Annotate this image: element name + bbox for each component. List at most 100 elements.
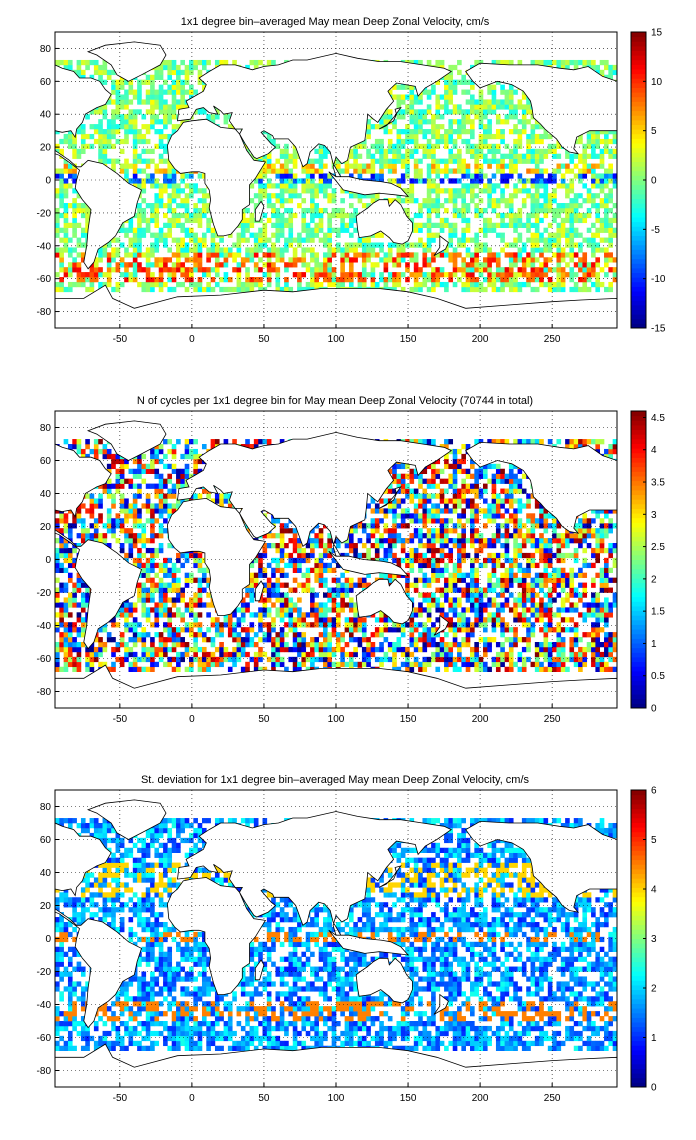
heatmap-cell [582,198,588,204]
heatmap-cell [197,237,203,243]
heatmap-cell [491,227,497,233]
heatmap-cell [119,642,125,648]
heatmap-cell [478,173,484,179]
heatmap-cell [370,262,376,268]
heatmap-cell [552,252,557,258]
heatmap-cell [180,281,185,288]
heatmap-cell [357,198,363,204]
heatmap-cell [534,232,540,238]
heatmap-cell [115,473,121,479]
heatmap-cell [102,488,108,494]
heatmap-cell [396,153,402,159]
heatmap-cell [357,163,363,169]
heatmap-cell [569,153,575,159]
heatmap-cell [132,272,138,278]
heatmap-cell [189,247,194,253]
heatmap-cell [457,188,462,194]
heatmap-cell [599,267,605,273]
heatmap-cell [556,64,562,71]
heatmap-cell [154,661,160,668]
heatmap-cell [89,651,95,658]
heatmap-cell [180,587,185,593]
heatmap-cell [137,207,142,214]
heatmap-cell [457,207,462,214]
heatmap-cell [85,592,90,598]
heatmap-cell [141,207,147,214]
heatmap-cell [115,281,121,288]
heatmap-cell [154,277,160,283]
heatmap-cell [348,217,354,224]
heatmap-cell [158,533,164,539]
heatmap-cell [227,277,233,283]
heatmap-cell [111,237,116,243]
heatmap-cell [482,183,488,189]
heatmap-cell [612,272,617,278]
heatmap-cell [444,79,449,85]
heatmap-cell [431,188,436,194]
heatmap-cell [591,193,596,199]
heatmap-cell [119,227,125,233]
heatmap-cell [141,651,147,658]
heatmap-cell [171,69,177,76]
heatmap-cell [63,267,69,273]
heatmap-cell [219,247,224,253]
heatmap-cell [158,547,164,554]
heatmap-cell [158,592,164,598]
heatmap-cell [374,242,380,248]
heatmap-cell [573,153,579,159]
heatmap-cell [500,119,505,125]
heatmap-cell [582,212,588,219]
heatmap-cell [72,232,77,238]
heatmap-cell [530,267,536,273]
heatmap-cell [478,143,484,150]
heatmap-cell [344,158,350,164]
heatmap-cell [167,627,173,633]
heatmap-cell [457,109,462,115]
heatmap-cell [106,129,112,135]
heatmap-cell [513,188,518,194]
heatmap-cell [111,458,116,465]
heatmap-cell [387,178,393,184]
heatmap-cell [145,607,151,613]
heatmap-cell [452,193,458,199]
heatmap-cell [457,178,462,184]
heatmap-cell [180,562,185,569]
heatmap-cell [184,267,190,273]
heatmap-cell [508,222,514,228]
heatmap-cell [495,133,501,140]
heatmap-cell [534,257,540,263]
heatmap-cell [171,104,177,110]
heatmap-cell [517,129,523,135]
heatmap-cell [444,74,449,80]
heatmap-cell [426,277,432,283]
heatmap-cell [413,286,419,293]
heatmap-cell [128,272,134,278]
heatmap-cell [158,656,164,663]
heatmap-cell [448,69,454,76]
heatmap-cell [534,183,540,189]
heatmap-cell [604,217,609,224]
heatmap-cell [141,183,147,189]
heatmap-cell [361,252,367,258]
heatmap-cell [543,237,549,243]
heatmap-cell [141,543,147,549]
heatmap-cell [67,183,73,189]
heatmap-cell [422,143,428,150]
heatmap-cell [426,222,432,228]
heatmap-cell [409,84,415,90]
heatmap-cell [487,188,492,194]
heatmap-cell [124,173,129,179]
heatmap-cell [197,277,203,283]
heatmap-cell [98,257,103,263]
heatmap-cell [145,94,151,100]
heatmap-cell [517,232,523,238]
heatmap-cell [115,518,121,524]
heatmap-cell [141,533,147,539]
heatmap-cell [604,178,609,184]
heatmap-cell [63,247,69,253]
heatmap-cell [180,188,185,194]
heatmap-cell [379,247,384,253]
heatmap-cell [465,267,471,273]
heatmap-cell [305,168,311,174]
heatmap-cell [366,148,371,154]
